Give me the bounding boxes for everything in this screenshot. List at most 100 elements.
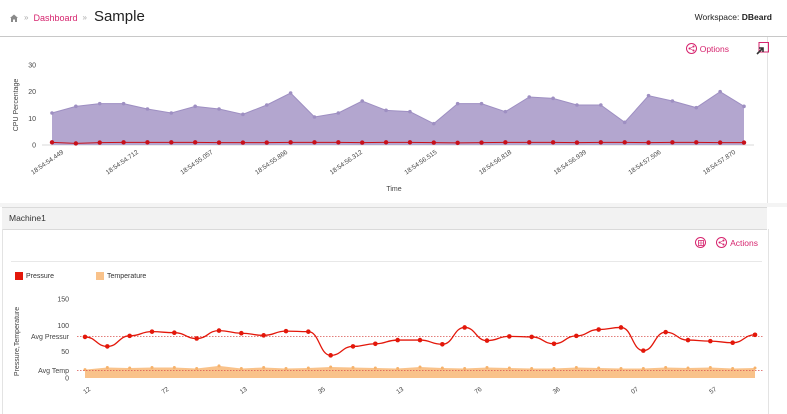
cpu-point [599, 103, 603, 107]
memory-point [216, 140, 222, 145]
expand-icon[interactable] [756, 42, 769, 55]
memory-point [670, 140, 675, 145]
machine-chart-panel: Actions Pressure Temperature 0 50 100 150 Pr… [2, 229, 769, 414]
x-tick-label: 18:54:55.057 [179, 149, 214, 177]
temperature-point [373, 366, 377, 370]
legend-label: Pressure [26, 272, 55, 280]
memory-point [169, 140, 174, 145]
pressure-point [574, 333, 579, 339]
cpu-chart-panel: Options 0 10 20 30 CPU Percentage 18:54:54.44… [2, 37, 769, 203]
pressure-point [328, 353, 333, 358]
cpu-point [694, 105, 699, 110]
table-view-icon[interactable] [695, 237, 707, 248]
temperature-point [641, 367, 645, 371]
pressure-point [685, 337, 691, 343]
breadcrumb-separator: » [82, 13, 87, 22]
temperature-point [530, 367, 534, 371]
top-header: » Dashboard » Sample Workspace: DBeard [0, 0, 787, 37]
pressure-point [663, 329, 668, 335]
options-label: Options [699, 43, 729, 54]
x-tick-label: 12 [82, 386, 92, 396]
share-icon [716, 237, 728, 248]
y-tick-label: 100 [57, 323, 69, 330]
cpu-point [431, 121, 436, 126]
panel-divider [11, 261, 762, 262]
cpu-point [527, 95, 532, 99]
breadcrumb-dashboard-link[interactable]: Dashboard [33, 12, 78, 23]
y-axis-title: CPU Percentage [13, 79, 20, 132]
temperature-point [128, 366, 132, 370]
home-icon[interactable] [9, 13, 19, 23]
memory-point [598, 140, 604, 145]
cpu-point [193, 104, 197, 109]
pressure-point [618, 325, 624, 330]
cpu-point [241, 112, 245, 117]
x-tick-label: 18:54:57.870 [702, 149, 737, 177]
cpu-point [97, 101, 102, 106]
x-tick-label: 18:54:54.449 [30, 149, 65, 177]
memory-point [49, 140, 55, 145]
memory-point [383, 140, 389, 145]
cpu-point [336, 111, 341, 115]
pressure-point [216, 328, 222, 333]
section-divider [0, 203, 787, 207]
temperature-point [485, 365, 489, 369]
options-button[interactable]: Options [685, 43, 729, 54]
pressure-swatch [15, 272, 23, 280]
memory-line [51, 141, 744, 144]
temperature-point [306, 366, 310, 370]
pressure-point [172, 330, 177, 336]
memory-point [240, 140, 246, 145]
cpu-area-chart: 0 10 20 30 CPU Percentage 18:54:54.449 18:54:5… [13, 63, 754, 193]
actions-button[interactable]: Actions [716, 237, 758, 248]
pressure-point [127, 333, 132, 339]
memory-point [550, 140, 556, 145]
y-tick-label: 150 [57, 297, 69, 304]
temperature-point [329, 365, 333, 369]
cpu-point [145, 107, 150, 111]
temperature-point [440, 366, 444, 370]
x-tick-label: 72 [160, 386, 170, 396]
share-icon [685, 43, 697, 54]
pressure-point [596, 327, 601, 332]
cpu-point [455, 101, 460, 106]
pressure-point [641, 348, 646, 353]
pressure-point [194, 336, 199, 341]
x-tick-label: 18:54:56.312 [329, 149, 364, 177]
memory-point [622, 140, 627, 145]
cpu-point [551, 96, 555, 101]
x-tick-label: 35 [317, 386, 327, 396]
y-tick-label: 0 [32, 143, 36, 150]
temperature-point [686, 366, 690, 370]
x-tick-label: 07 [630, 386, 640, 396]
x-tick-label: 18:54:56.939 [553, 149, 588, 177]
legend-label: Temperature [107, 272, 147, 280]
pressure-point [507, 334, 512, 339]
temperature-point [708, 365, 712, 369]
pressure-point [730, 340, 735, 346]
legend-item-temperature[interactable]: Temperature [96, 272, 146, 280]
cpu-point [74, 104, 78, 109]
temperature-point [262, 365, 266, 369]
cpu-point [718, 89, 722, 94]
pressure-point [350, 344, 356, 349]
panel-actions: Actions [695, 237, 758, 248]
legend-item-pressure[interactable]: Pressure [15, 272, 54, 280]
memory-point [288, 140, 293, 145]
workspace-name[interactable]: DBeard [741, 12, 772, 22]
temperature-area [85, 365, 755, 378]
x-tick-label: 36 [552, 386, 562, 396]
cpu-point [742, 104, 746, 109]
cpu-point [384, 108, 388, 113]
pressure-point [708, 338, 713, 344]
memory-point [145, 140, 150, 145]
temperature-point [552, 367, 556, 371]
x-tick-label: 18:54:56.818 [478, 149, 513, 177]
cpu-point [408, 109, 412, 114]
cpu-point [169, 111, 174, 115]
memory-point [407, 140, 413, 145]
pressure-point [82, 334, 88, 340]
cpu-point [217, 107, 221, 111]
x-tick-label: 13 [239, 386, 249, 396]
memory-point [336, 140, 341, 145]
